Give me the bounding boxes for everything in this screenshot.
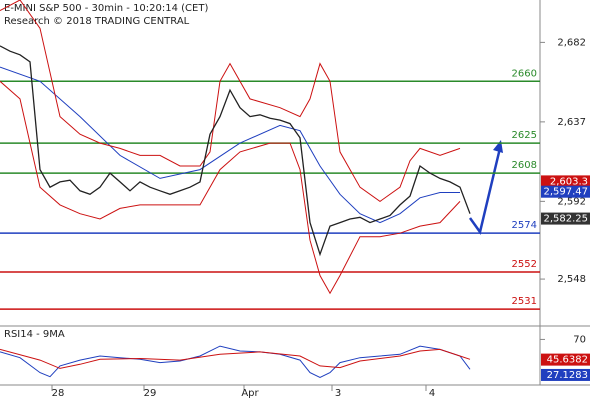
rsi-tick-label: 70: [573, 334, 586, 345]
price-tag-label: 2,597.47: [543, 187, 588, 198]
x-tick-label: 4: [429, 388, 435, 399]
level-label: 2660: [512, 68, 537, 79]
y-tick-label: 2,592: [557, 196, 586, 207]
chart-subtitle: Research © 2018 TRADING CENTRAL: [4, 16, 190, 27]
level-label: 2574: [512, 220, 537, 231]
rsi-tag-label: 45.6382: [547, 355, 588, 366]
y-tick-label: 2,548: [557, 274, 586, 285]
level-label: 2625: [512, 130, 537, 141]
y-tick-label: 2,637: [557, 117, 586, 128]
overlay-line: [0, 80, 461, 295]
x-tick-label: 29: [144, 388, 157, 399]
rsi-tag-label: 27.1283: [547, 370, 588, 381]
level-label: 2608: [512, 160, 537, 171]
overlay-line: [0, 0, 461, 203]
chart-title: E-MINI S&P 500 - 30min - 10:20:14 (CET): [4, 3, 208, 14]
x-tick-label: Apr: [241, 388, 259, 399]
y-tick-label: 2,682: [557, 37, 586, 48]
rsi-line: [0, 348, 471, 369]
x-tick-label: 28: [52, 388, 65, 399]
price-tag-label: 2,603.3: [550, 176, 588, 187]
rsi-title: RSI14 - 9MA: [4, 329, 65, 340]
level-label: 2552: [512, 259, 537, 270]
rsi-line: [0, 345, 471, 379]
overlay-line: [0, 66, 460, 224]
price-tag: [541, 175, 590, 188]
x-tick-label: 3: [335, 388, 341, 399]
price-tag: [541, 212, 590, 225]
price-tag: [541, 185, 590, 198]
projection-arrow: [468, 147, 502, 235]
level-label: 2531: [512, 296, 537, 307]
price-line: [0, 45, 471, 257]
rsi-tag: [541, 368, 590, 381]
rsi-tag: [541, 353, 590, 366]
price-tag-label: 2,582.25: [543, 214, 588, 225]
